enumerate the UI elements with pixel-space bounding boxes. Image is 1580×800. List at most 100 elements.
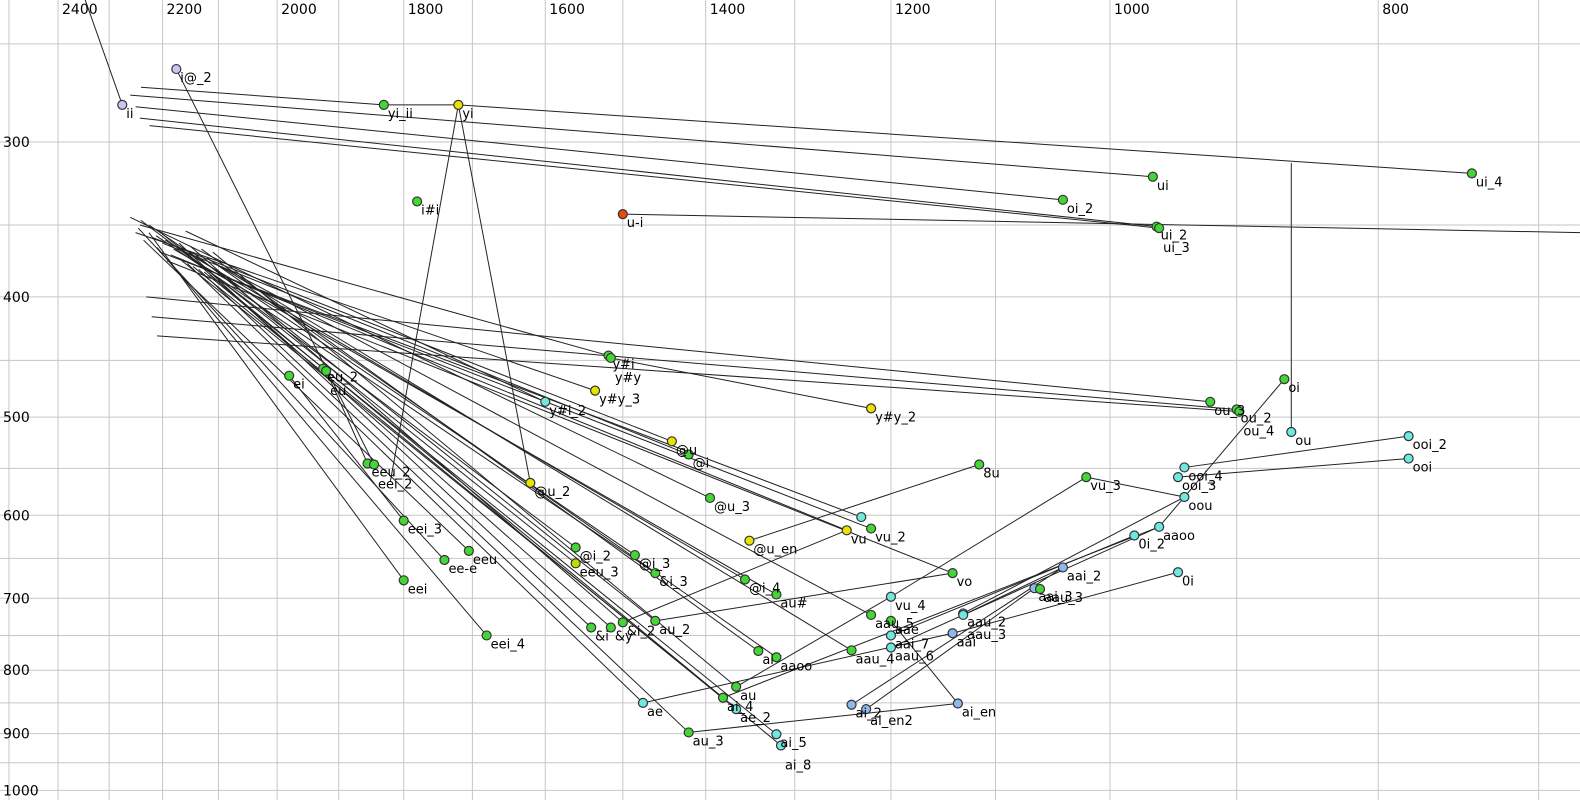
point-label: au_2 — [659, 623, 690, 638]
trajectory-line — [688, 702, 958, 733]
y-axis-tick-label: 600 — [3, 508, 30, 524]
data-point[interactable] — [753, 645, 764, 657]
data-point[interactable] — [1034, 583, 1046, 595]
data-point[interactable] — [771, 589, 782, 600]
data-point[interactable] — [775, 740, 787, 751]
data-point[interactable] — [481, 630, 492, 641]
data-point[interactable] — [1234, 406, 1245, 417]
point-label: ui — [1157, 179, 1169, 194]
data-point[interactable] — [570, 558, 581, 569]
data-point[interactable] — [617, 209, 628, 220]
data-point[interactable] — [525, 477, 536, 489]
data-point[interactable] — [1179, 491, 1190, 503]
data-point[interactable] — [321, 365, 332, 377]
data-point[interactable] — [683, 449, 694, 460]
data-point[interactable] — [540, 396, 551, 407]
point-label: aai_3 — [1038, 590, 1072, 605]
data-point[interactable] — [629, 549, 640, 561]
point-label: @i_4 — [749, 582, 780, 597]
data-point[interactable] — [570, 542, 581, 553]
trajectory-line — [206, 257, 777, 658]
data-point[interactable] — [605, 352, 616, 364]
trajectory-line — [201, 248, 759, 652]
data-point[interactable] — [744, 535, 755, 546]
data-point[interactable] — [650, 615, 661, 626]
data-point[interactable] — [412, 196, 423, 207]
data-point[interactable] — [398, 575, 409, 586]
data-point[interactable] — [865, 609, 877, 621]
data-point[interactable] — [731, 681, 742, 692]
data-point[interactable] — [1286, 426, 1297, 438]
data-point[interactable] — [771, 729, 782, 740]
data-point[interactable] — [1466, 168, 1477, 179]
data-point[interactable] — [1172, 472, 1184, 483]
data-point[interactable] — [586, 622, 597, 633]
point-label: ui_2 — [1161, 229, 1188, 244]
data-point[interactable] — [865, 403, 877, 414]
y-axis-tick-label: 800 — [3, 663, 30, 679]
data-point[interactable] — [463, 545, 474, 556]
data-point[interactable] — [1153, 222, 1165, 234]
data-point[interactable] — [1205, 396, 1216, 407]
point-label: 0i — [1182, 574, 1194, 589]
data-point[interactable] — [885, 630, 897, 641]
data-point[interactable] — [885, 591, 897, 602]
point-label: vu — [851, 532, 867, 547]
data-point[interactable] — [1279, 374, 1290, 385]
data-point[interactable] — [958, 609, 969, 621]
data-point[interactable] — [1403, 453, 1414, 464]
data-point[interactable] — [856, 511, 867, 523]
point-label: ai — [762, 653, 774, 668]
data-point[interactable] — [717, 692, 729, 703]
data-point[interactable] — [947, 628, 958, 639]
data-point[interactable] — [846, 645, 857, 656]
data-point[interactable] — [637, 697, 649, 708]
data-point[interactable] — [453, 99, 464, 110]
data-point[interactable] — [589, 385, 601, 396]
data-point[interactable] — [1153, 521, 1165, 532]
data-point[interactable] — [885, 642, 897, 653]
data-point[interactable] — [1147, 171, 1158, 182]
data-point[interactable] — [974, 459, 985, 470]
data-point[interactable] — [731, 704, 742, 715]
data-point[interactable] — [865, 523, 877, 534]
trajectory-line — [1158, 378, 1285, 528]
data-point[interactable] — [846, 699, 857, 710]
data-point[interactable] — [1057, 194, 1069, 205]
data-point[interactable] — [771, 652, 782, 663]
data-point[interactable] — [1403, 431, 1414, 442]
data-point[interactable] — [1179, 462, 1190, 473]
point-label: ei — [293, 378, 305, 393]
data-point[interactable] — [378, 99, 389, 110]
data-point[interactable] — [1057, 562, 1069, 573]
point-label: vo — [957, 575, 973, 590]
data-point[interactable] — [947, 567, 958, 579]
point-label: eeu_3 — [580, 565, 619, 580]
data-point[interactable] — [117, 99, 128, 110]
data-point[interactable] — [1129, 530, 1140, 541]
trajectory-line — [890, 526, 1160, 648]
point-label: aai — [957, 635, 977, 650]
data-point[interactable] — [1081, 472, 1092, 483]
data-point[interactable] — [439, 554, 450, 566]
point-label: &y — [615, 629, 633, 644]
data-point[interactable] — [1172, 567, 1184, 578]
data-point[interactable] — [952, 698, 963, 709]
trajectory-lines — [84, 0, 1580, 746]
data-point[interactable] — [666, 436, 677, 447]
data-point[interactable] — [841, 525, 852, 536]
data-point[interactable] — [617, 617, 628, 628]
data-point[interactable] — [861, 704, 872, 715]
data-point[interactable] — [885, 615, 897, 626]
data-point[interactable] — [683, 727, 694, 738]
trajectory-line — [962, 496, 1185, 614]
data-point[interactable] — [605, 622, 616, 633]
data-point[interactable] — [368, 459, 380, 470]
data-point[interactable] — [739, 574, 751, 585]
data-point[interactable] — [284, 370, 295, 381]
data-point[interactable] — [704, 492, 716, 504]
data-point[interactable] — [171, 63, 182, 75]
data-point[interactable] — [650, 567, 661, 579]
data-point[interactable] — [398, 515, 409, 526]
